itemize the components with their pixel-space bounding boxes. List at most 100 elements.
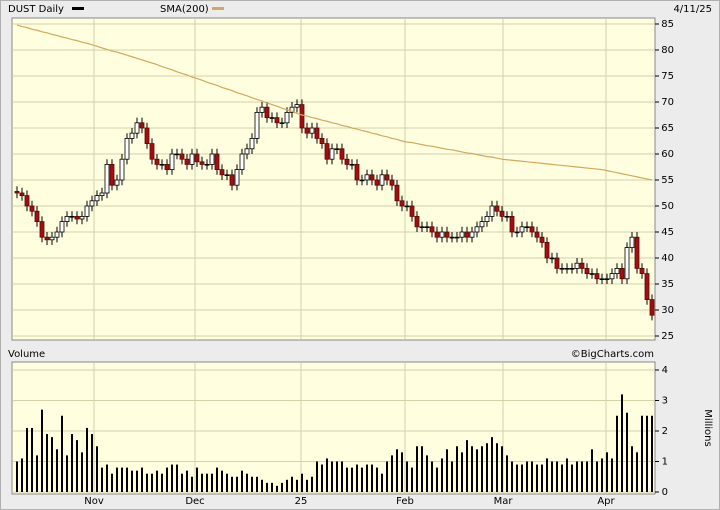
candle-body: [64, 215, 70, 222]
x-tick-label: Feb: [396, 496, 414, 507]
candle-body: [84, 205, 90, 217]
volume-bar: [486, 443, 488, 492]
candle-body: [194, 153, 200, 163]
volume-bar: [416, 446, 418, 492]
candle-body: [454, 236, 460, 239]
candle-body: [489, 205, 495, 217]
volume-bar: [556, 461, 558, 492]
x-tick-label: 25: [295, 496, 308, 507]
volume-bar: [391, 455, 393, 492]
legend-swatch: [72, 7, 84, 10]
volume-bar: [146, 473, 148, 492]
volume-bar: [81, 452, 83, 492]
volume-bar: [291, 476, 293, 492]
candle-body: [154, 158, 160, 165]
volume-bar: [31, 427, 33, 492]
volume-bar: [126, 467, 128, 492]
candle-body: [134, 122, 140, 134]
candle-body: [199, 161, 205, 165]
chart-title: DUST Daily: [8, 4, 64, 15]
volume-bar: [261, 479, 263, 492]
candle-body: [89, 200, 95, 207]
volume-bar: [456, 446, 458, 492]
y-axis-label: Millions: [702, 409, 713, 446]
candle-body: [569, 267, 575, 270]
candle-body: [524, 226, 530, 229]
volume-bar: [646, 415, 648, 492]
candle-body: [479, 221, 485, 228]
volume-bar: [306, 479, 308, 492]
volume-bar: [166, 467, 168, 492]
candle-body: [214, 153, 220, 170]
volume-bar: [591, 449, 593, 492]
candle-body: [449, 236, 455, 239]
volume-bar: [551, 461, 553, 492]
volume-bar: [361, 467, 363, 492]
volume-bar: [596, 461, 598, 492]
candle-body: [139, 122, 145, 129]
volume-bar: [566, 458, 568, 492]
candle-body: [29, 205, 35, 212]
candle-body: [34, 210, 40, 222]
candle-body: [359, 179, 365, 182]
candle-body: [289, 106, 295, 113]
sma-line: [16, 24, 653, 181]
volume-bar: [161, 473, 163, 492]
date-label: 4/11/25: [673, 4, 712, 15]
volume-bar: [41, 409, 43, 492]
volume-bar: [426, 455, 428, 492]
candle-body: [144, 127, 150, 144]
candle-body: [404, 205, 410, 208]
candle-body: [529, 226, 535, 233]
volume-bar: [521, 464, 523, 492]
volume-bar: [176, 464, 178, 492]
volume-bar: [381, 473, 383, 492]
volume-bar: [191, 476, 193, 492]
volume-bar: [76, 440, 78, 492]
volume-bar: [216, 467, 218, 492]
candle-body: [599, 278, 605, 280]
y-tick-label: 2: [662, 426, 668, 437]
candle-body: [499, 210, 505, 217]
volume-bar: [66, 455, 68, 492]
volume-bar: [406, 461, 408, 492]
candle-body: [324, 143, 330, 160]
candle-body: [119, 158, 125, 181]
candle-body: [229, 174, 235, 186]
volume-bar: [56, 449, 58, 492]
volume-bar: [286, 479, 288, 492]
candle-body: [344, 158, 350, 165]
candle-body: [519, 226, 525, 233]
y-tick-label: 30: [661, 305, 674, 316]
candle-body: [319, 137, 325, 144]
candle-body: [424, 226, 430, 229]
volume-bar: [601, 458, 603, 492]
volume-bar: [446, 449, 448, 492]
candle-body: [379, 174, 385, 186]
candle-body: [109, 163, 115, 186]
candle-body: [124, 137, 130, 160]
volume-bar: [16, 461, 18, 492]
volume-bar: [86, 427, 88, 492]
candle-body: [209, 153, 215, 165]
candle-body: [369, 174, 375, 181]
candle-body: [484, 215, 490, 222]
volume-bar: [61, 415, 63, 492]
candle-body: [589, 273, 595, 275]
volume-bar: [156, 470, 158, 492]
volume-bar: [651, 415, 653, 492]
y-tick-label: 75: [661, 71, 674, 82]
candle-body: [544, 241, 550, 259]
x-tick-label: Dec: [185, 496, 204, 507]
volume-bar: [531, 461, 533, 492]
candle-body: [384, 174, 390, 181]
candle-body: [54, 231, 60, 238]
volume-bar: [641, 415, 643, 492]
y-tick-label: 40: [661, 253, 674, 264]
volume-bar: [131, 470, 133, 492]
volume-bar: [221, 470, 223, 492]
volume-bar: [481, 446, 483, 492]
candle-body: [129, 132, 135, 139]
candle-body: [504, 215, 510, 218]
